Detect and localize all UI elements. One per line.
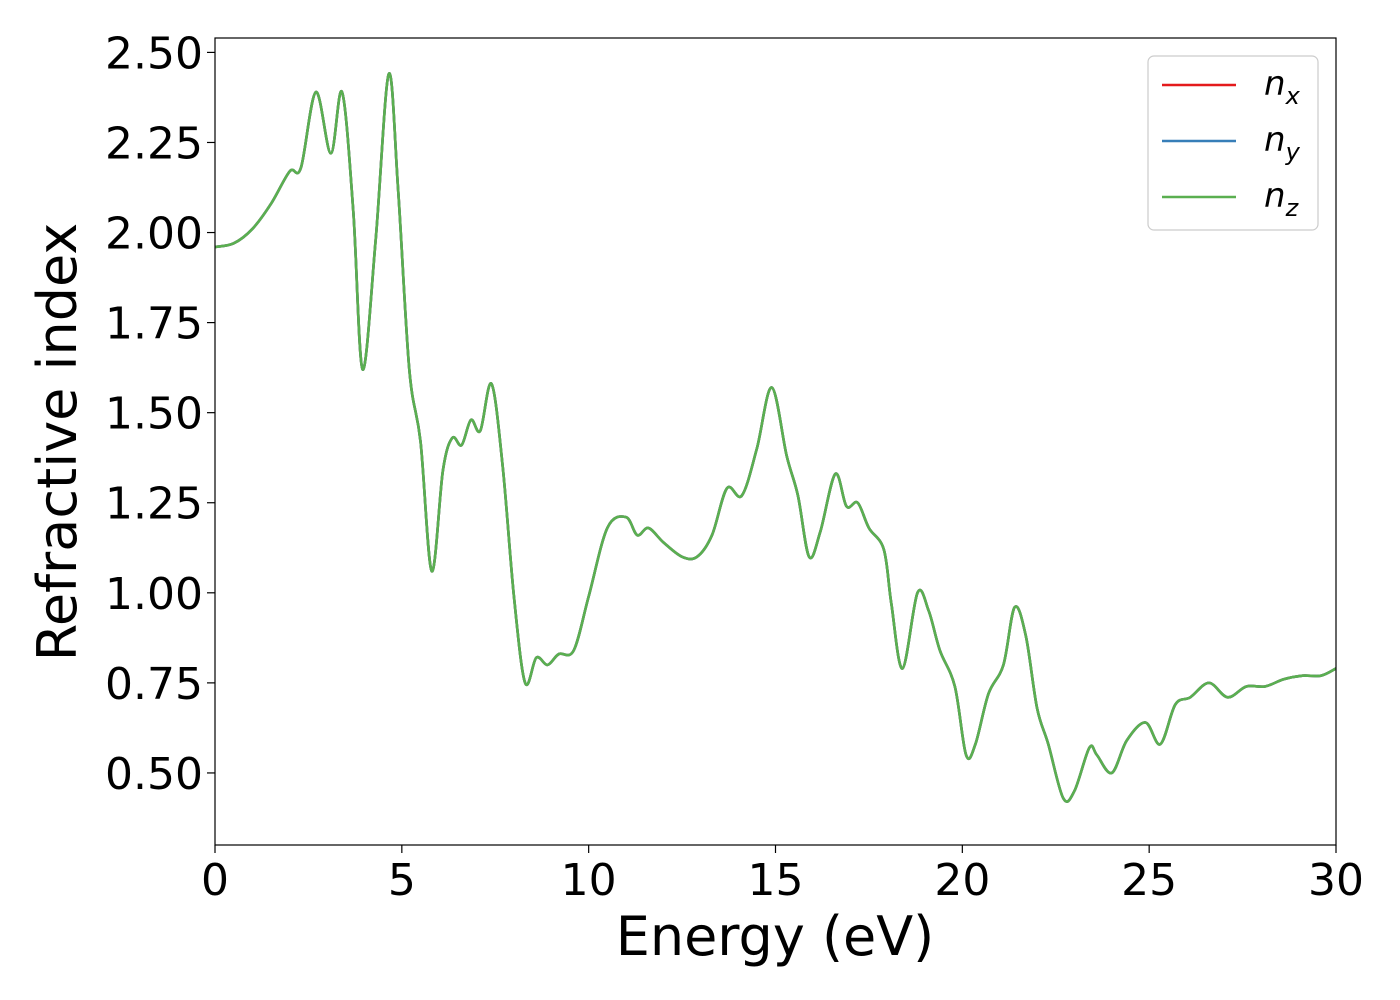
x-axis-ticks: 0 5 10 15 20 25 30 <box>201 845 1364 906</box>
legend-box <box>1147 55 1319 231</box>
y-tick-label: 1.00 <box>105 569 203 620</box>
x-tick-label: 15 <box>748 855 804 906</box>
y-tick-label: 0.75 <box>105 659 203 710</box>
series-line-nz <box>214 72 1337 803</box>
y-axis-label: Refractive index <box>26 223 89 662</box>
y-axis-ticks: 0.50 0.75 1.00 1.25 1.50 1.75 2.00 2.25 2.50 <box>105 28 215 800</box>
y-tick-label: 1.50 <box>105 389 203 440</box>
y-tick-label: 2.50 <box>105 28 203 79</box>
y-tick-label: 0.50 <box>105 749 203 800</box>
x-axis-label: Energy (eV) <box>616 905 935 968</box>
x-tick-label: 5 <box>388 855 416 906</box>
series-layer <box>214 72 1337 803</box>
x-tick-label: 0 <box>201 855 229 906</box>
y-tick-label: 2.00 <box>105 209 203 260</box>
x-tick-label: 10 <box>561 855 617 906</box>
y-tick-label: 1.75 <box>105 299 203 350</box>
x-tick-label: 30 <box>1308 855 1364 906</box>
x-tick-label: 25 <box>1121 855 1177 906</box>
legend-label-ny: ny <box>1264 120 1301 166</box>
x-tick-label: 20 <box>934 855 990 906</box>
y-tick-label: 1.25 <box>105 479 203 530</box>
y-tick-label: 2.25 <box>105 118 203 169</box>
